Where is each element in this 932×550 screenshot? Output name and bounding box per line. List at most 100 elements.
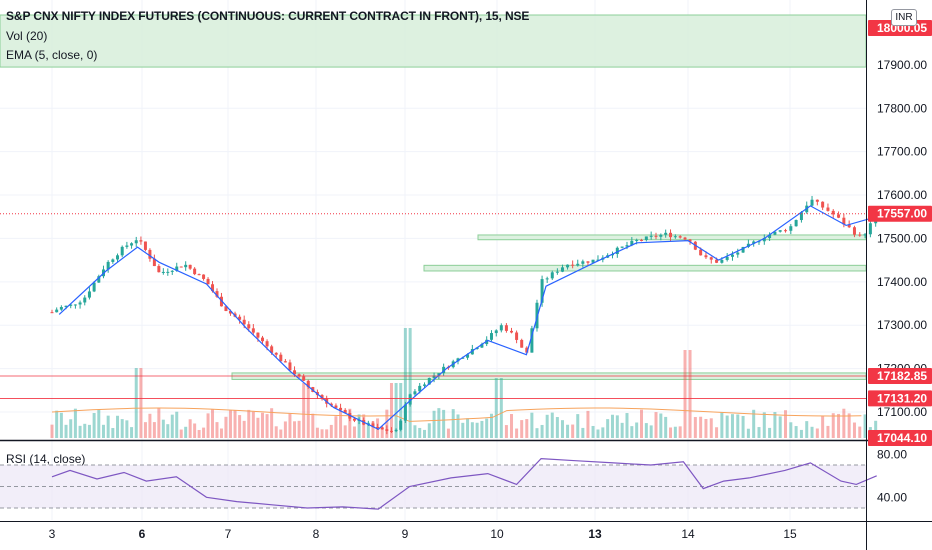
- volume-bar: [535, 428, 539, 438]
- candle-body: [211, 284, 215, 292]
- candle-body: [418, 385, 422, 392]
- candle-body: [343, 409, 347, 413]
- candle-body: [640, 239, 643, 241]
- volume-bar: [847, 413, 851, 438]
- volume-bar: [863, 414, 867, 438]
- chart-title: S&P CNX NIFTY INDEX FUTURES (CONTINUOUS:…: [6, 9, 530, 23]
- candle-body: [352, 418, 356, 421]
- candle-body: [826, 207, 830, 211]
- volume-bar: [202, 427, 206, 438]
- volume-bar: [620, 422, 624, 438]
- volume-bar: [762, 412, 766, 438]
- candle-body: [432, 375, 436, 379]
- volume-bar: [247, 409, 251, 438]
- candle-body: [279, 354, 283, 362]
- candle-body: [320, 395, 324, 399]
- candle-body: [560, 267, 564, 272]
- volume-bar: [334, 416, 338, 438]
- candle-body: [586, 261, 590, 263]
- candle-body: [649, 235, 653, 237]
- candle-body: [673, 236, 677, 238]
- candle-body: [596, 259, 600, 261]
- candle-body: [413, 391, 417, 395]
- volume-bar: [555, 417, 559, 438]
- candle-body: [423, 384, 427, 386]
- price-tick-label: 17100.00: [877, 405, 927, 419]
- volume-bar: [470, 422, 474, 438]
- ema-indicator-label[interactable]: EMA (5, close, 0): [6, 48, 98, 62]
- volume-bar: [757, 427, 761, 438]
- candle-body: [389, 430, 393, 432]
- volume-bar: [688, 350, 692, 438]
- candle-body: [371, 423, 375, 427]
- candle-body: [630, 240, 634, 246]
- rsi-indicator-label[interactable]: RSI (14, close): [6, 452, 86, 466]
- candle-body: [188, 264, 192, 269]
- volume-bar: [566, 424, 570, 438]
- candle-body: [499, 325, 503, 331]
- volume-bar: [831, 413, 835, 438]
- volume-bar: [256, 417, 260, 438]
- candle-body: [863, 234, 867, 236]
- candle-body: [97, 276, 101, 283]
- volume-bar: [630, 426, 634, 438]
- volume-bar: [59, 412, 63, 438]
- volume-bar: [669, 427, 673, 438]
- volume-bar: [206, 413, 210, 438]
- candle-body: [293, 370, 297, 375]
- volume-bar: [704, 418, 708, 438]
- candle-body: [265, 341, 269, 347]
- volume-bar: [311, 413, 315, 438]
- volume-bar: [143, 422, 147, 438]
- price-tag-label: 17182.85: [877, 369, 927, 383]
- candle-body: [741, 246, 745, 253]
- candle-body: [784, 230, 788, 232]
- candle-body: [504, 325, 508, 331]
- candle-body: [530, 328, 534, 353]
- candle-body: [837, 214, 841, 218]
- candle-body: [736, 252, 740, 255]
- volume-bar: [288, 413, 292, 438]
- rsi-layer: [0, 457, 877, 510]
- volume-bar: [560, 420, 564, 438]
- volume-bar: [576, 414, 580, 438]
- price-tag: [868, 368, 932, 385]
- candle-body: [555, 271, 559, 273]
- candle-body: [193, 268, 197, 275]
- volume-bar: [784, 410, 788, 438]
- volume-bar: [161, 419, 165, 438]
- volume-bar: [251, 411, 255, 438]
- time-tick-label: 6: [139, 527, 146, 541]
- volume-bar: [125, 420, 129, 438]
- candle-body: [768, 234, 772, 239]
- time-tick-label: 14: [681, 527, 695, 541]
- price-tick-label: 17300.00: [877, 318, 927, 332]
- candle-body: [270, 346, 274, 353]
- candle-body: [545, 278, 549, 280]
- candle-body: [620, 246, 624, 248]
- volume-bar: [736, 414, 740, 438]
- candle-body: [757, 241, 761, 243]
- volume-bar: [193, 423, 197, 438]
- volume-bar: [315, 427, 319, 438]
- candle-body: [720, 259, 724, 263]
- volume-bar: [279, 429, 283, 438]
- candle-body: [688, 239, 692, 242]
- volume-bar: [586, 410, 590, 438]
- volume-bar: [815, 428, 819, 438]
- ema-line: [58, 205, 877, 431]
- volume-indicator-label[interactable]: Vol (20): [6, 29, 48, 43]
- candle-body: [408, 394, 412, 405]
- candle-body: [515, 332, 519, 340]
- currency-badge[interactable]: INR: [891, 9, 917, 26]
- volume-bar: [794, 426, 798, 438]
- time-tick-label: 13: [588, 527, 602, 541]
- volume-bar: [545, 414, 549, 438]
- volume-bar: [601, 427, 605, 438]
- volume-bar: [228, 410, 232, 438]
- candle-body: [125, 245, 129, 247]
- candle-body: [752, 241, 756, 244]
- candle-body: [157, 266, 161, 273]
- volume-bar: [352, 426, 356, 438]
